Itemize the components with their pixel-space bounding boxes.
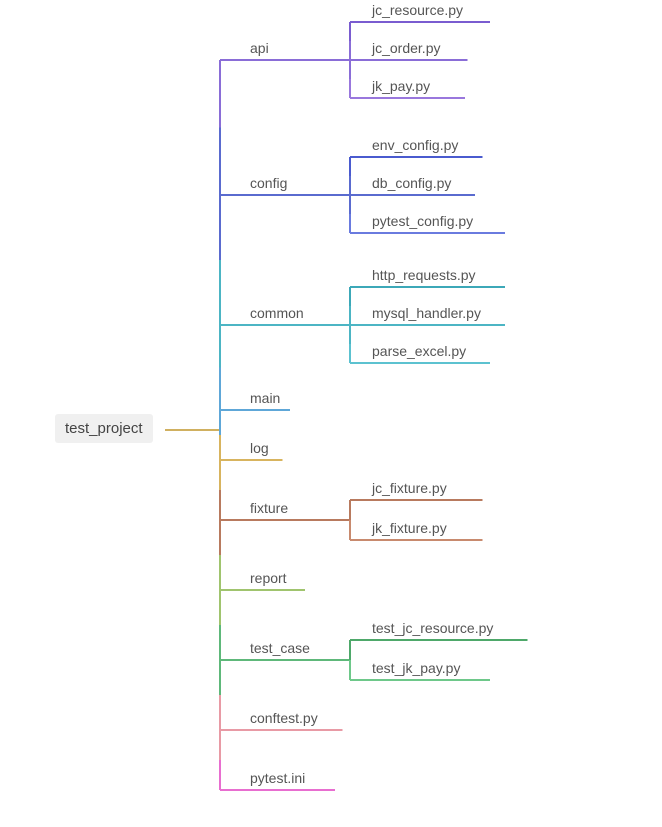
branch-4: log: [250, 440, 269, 456]
leaf-5-0: jc_fixture.py: [372, 480, 447, 496]
leaf-2-0: http_requests.py: [372, 267, 476, 283]
leaf-1-1: db_config.py: [372, 175, 451, 191]
leaf-0-1: jc_order.py: [372, 40, 440, 56]
branch-9: pytest.ini: [250, 770, 305, 786]
leaf-0-0: jc_resource.py: [372, 2, 463, 18]
leaf-2-2: parse_excel.py: [372, 343, 466, 359]
branch-3: main: [250, 390, 280, 406]
root-node: test_project: [55, 414, 153, 443]
branch-2: common: [250, 305, 304, 321]
branch-1: config: [250, 175, 287, 191]
leaf-5-1: jk_fixture.py: [372, 520, 447, 536]
leaf-7-1: test_jk_pay.py: [372, 660, 460, 676]
tree-diagram: test_project api jc_resource.py jc_order.py…: [0, 0, 662, 827]
leaf-0-2: jk_pay.py: [372, 78, 430, 94]
leaf-1-2: pytest_config.py: [372, 213, 473, 229]
leaf-1-0: env_config.py: [372, 137, 458, 153]
leaf-7-0: test_jc_resource.py: [372, 620, 493, 636]
branch-0: api: [250, 40, 269, 56]
branch-6: report: [250, 570, 287, 586]
branch-7: test_case: [250, 640, 310, 656]
branch-8: conftest.py: [250, 710, 318, 726]
branch-5: fixture: [250, 500, 288, 516]
leaf-2-1: mysql_handler.py: [372, 305, 481, 321]
